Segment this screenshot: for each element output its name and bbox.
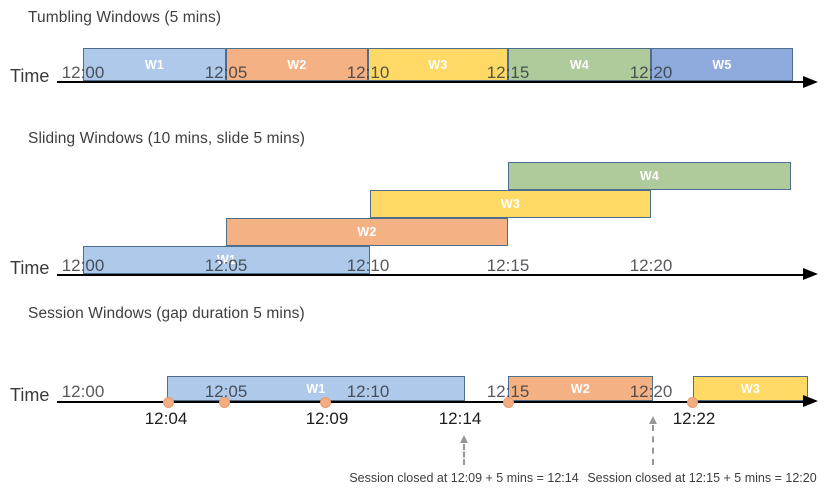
window-label: W3 [500, 197, 521, 211]
axis-tick-label: 12:05 [204, 256, 248, 275]
session-close-annotation: Session closed at 12:09 + 5 mins = 12:14 [349, 471, 579, 485]
axis-tick-label: 12:05 [204, 63, 248, 82]
window-w5: W5 [651, 48, 793, 81]
event-dot [686, 396, 698, 408]
window-w3: W3 [368, 48, 508, 81]
window-label: W4 [569, 57, 590, 72]
axis-tick-label: 12:15 [486, 63, 530, 82]
section-title-tumbling: Tumbling Windows (5 mins) [28, 9, 222, 26]
time-axis-arrowhead [803, 268, 818, 281]
event-dot [319, 396, 331, 408]
axis-tick-label: 12:05 [204, 382, 248, 401]
window-w2: W2 [508, 376, 653, 401]
event-dot [162, 396, 174, 408]
axis-tick-label: 12:20 [629, 256, 673, 275]
window-w2: W2 [226, 218, 508, 246]
time-axis-line [57, 273, 805, 276]
axis-tick-label: 12:00 [61, 256, 105, 275]
window-label: W1 [144, 57, 165, 72]
time-axis-arrowhead [803, 395, 818, 408]
event-time-label: 12:14 [438, 409, 482, 428]
event-dot [218, 396, 230, 408]
axis-tick-label: 12:20 [629, 63, 673, 82]
time-axis-label: Time [10, 385, 50, 405]
window-label: W5 [712, 57, 732, 72]
window-w1: W1 [83, 246, 370, 274]
time-axis-line [57, 81, 805, 84]
window-label: W2 [570, 381, 591, 396]
axis-tick-label: 12:15 [486, 256, 530, 275]
event-dot [502, 396, 514, 408]
event-time-label: 12:22 [672, 409, 716, 428]
axis-tick-label: 12:00 [61, 382, 105, 401]
dashed-arrow-line [463, 444, 465, 465]
axis-tick-label: 12:15 [486, 382, 530, 401]
axis-tick-label: 12:10 [346, 63, 390, 82]
event-time-label: 12:04 [144, 409, 188, 428]
window-label: W2 [287, 57, 307, 72]
time-axis-arrowhead [803, 75, 818, 88]
window-w2: W2 [226, 48, 368, 81]
axis-tick-label: 12:10 [346, 382, 390, 401]
axis-tick-label: 12:10 [346, 256, 390, 275]
dashed-arrow-head [460, 435, 468, 443]
event-time-label: 12:09 [305, 409, 349, 428]
section-title-sliding: Sliding Windows (10 mins, slide 5 mins) [28, 130, 305, 147]
dashed-arrow-head [649, 416, 657, 424]
window-w4: W4 [508, 48, 651, 81]
window-label: W3 [740, 381, 761, 396]
time-axis-label: Time [10, 258, 50, 278]
window-w1: W1 [83, 48, 226, 81]
axis-tick-label: 12:00 [61, 63, 105, 82]
window-label: W4 [639, 169, 660, 183]
session-close-annotation: Session closed at 12:15 + 5 mins = 12:20 [587, 471, 817, 485]
window-w3: W3 [693, 376, 808, 401]
dashed-arrow-line [652, 425, 654, 465]
window-label: W1 [216, 253, 237, 267]
time-axis-label: Time [10, 66, 50, 86]
window-label: W1 [306, 381, 326, 396]
window-w4: W4 [508, 162, 791, 190]
window-label: W3 [428, 57, 448, 72]
time-axis-line [57, 400, 805, 403]
axis-tick-label: 12:20 [629, 382, 673, 401]
window-label: W2 [357, 225, 377, 239]
window-w3: W3 [370, 190, 651, 218]
section-title-session: Session Windows (gap duration 5 mins) [28, 305, 305, 322]
